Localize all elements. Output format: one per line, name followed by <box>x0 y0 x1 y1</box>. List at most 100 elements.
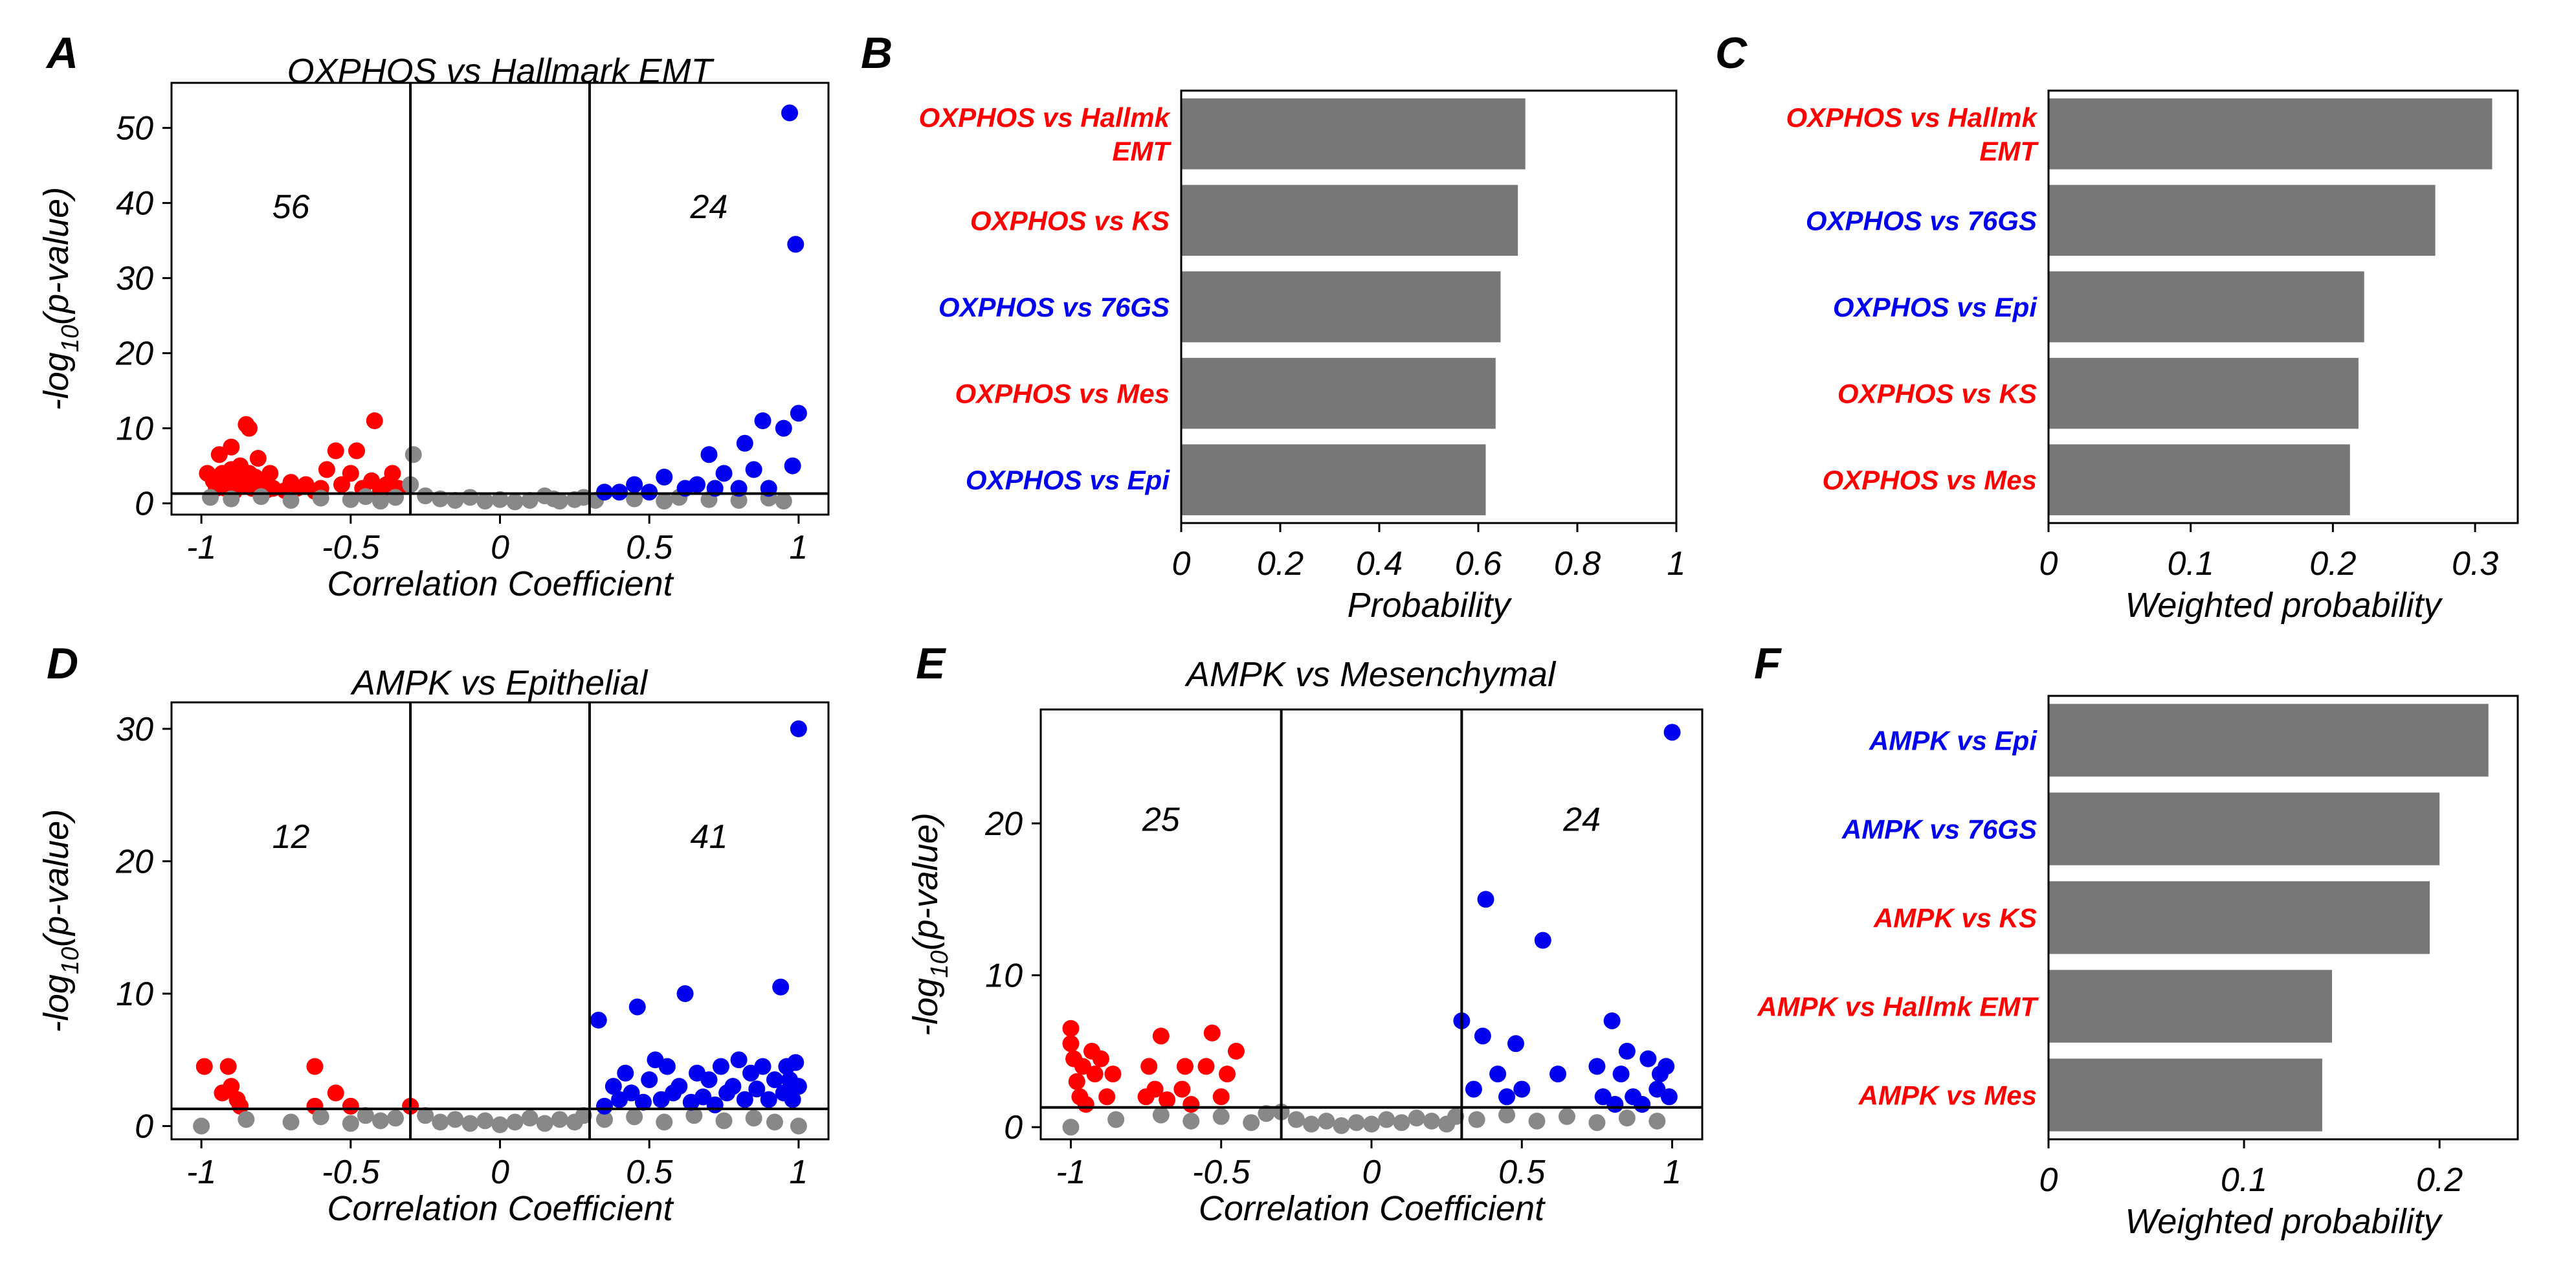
data-point <box>595 1111 613 1128</box>
data-point <box>1348 1114 1365 1132</box>
data-point <box>1333 1117 1350 1134</box>
data-point <box>754 1058 772 1075</box>
data-point <box>372 493 389 510</box>
x-tick-label: -1 <box>1056 1154 1085 1191</box>
data-point <box>357 1107 374 1124</box>
data-point <box>790 1117 807 1135</box>
data-point <box>1447 1108 1465 1125</box>
data-point <box>1086 1066 1104 1083</box>
data-point <box>1378 1111 1395 1128</box>
data-point <box>1363 1115 1380 1133</box>
y-tick-label: 30 <box>116 711 153 748</box>
data-point <box>754 412 772 429</box>
x-tick-label: 0.5 <box>626 529 673 566</box>
data-point <box>387 489 405 506</box>
data-point <box>730 1051 748 1069</box>
data-point <box>784 1091 801 1108</box>
bar <box>1181 271 1501 342</box>
data-point <box>447 491 464 509</box>
data-point <box>676 985 694 1002</box>
data-point <box>766 1071 783 1088</box>
data-point <box>1639 1050 1657 1067</box>
data-point <box>689 476 705 493</box>
data-point <box>1068 1073 1085 1090</box>
x-tick-label: 1 <box>789 529 808 566</box>
data-point <box>724 1078 742 1095</box>
data-point <box>201 489 219 506</box>
x-axis-label: Probability <box>1347 586 1512 625</box>
data-point <box>432 1113 449 1131</box>
data-point <box>461 1115 479 1132</box>
y-axis-label-main: -log <box>37 352 76 410</box>
data-point <box>342 1097 359 1115</box>
x-tick-label: 0.1 <box>2168 545 2214 583</box>
data-point <box>476 493 494 510</box>
plot-frame <box>170 701 830 1141</box>
y-axis-label: -log10(p-value) <box>37 187 84 410</box>
data-point <box>656 1113 673 1131</box>
data-point <box>656 493 673 510</box>
category-label: OXPHOS vs Hallmk <box>919 102 1171 133</box>
data-point <box>730 491 748 509</box>
data-point <box>1173 1080 1191 1098</box>
data-point <box>1227 1042 1245 1060</box>
data-point <box>656 469 673 485</box>
category-label: AMPK vs 76GS <box>1841 814 2037 845</box>
x-tick-label: 0 <box>1172 545 1191 583</box>
data-point <box>1498 1088 1516 1106</box>
y-tick-label: 0 <box>135 485 153 523</box>
data-point <box>1618 1110 1636 1127</box>
count-label: 41 <box>691 818 728 856</box>
panel-letter-E: E <box>916 639 947 688</box>
data-point <box>282 491 300 509</box>
data-point <box>706 1096 724 1113</box>
data-point <box>1649 1112 1666 1130</box>
plot-frame <box>2047 695 2519 1141</box>
panel-letter-F: F <box>1754 639 1782 688</box>
data-point <box>745 461 762 478</box>
plot-frame <box>2047 89 2519 524</box>
data-point <box>1074 1058 1092 1075</box>
data-point <box>357 488 374 506</box>
y-axis-label: -log10(p-value) <box>37 809 84 1032</box>
data-point <box>1594 1088 1612 1106</box>
data-point <box>536 1115 553 1132</box>
y-tick-label: 40 <box>116 185 153 223</box>
y-axis-label-suffix: (p-value) <box>906 812 945 950</box>
data-point <box>551 493 568 510</box>
x-tick-label: 0 <box>2039 1161 2058 1199</box>
x-tick-label: 1 <box>1663 1154 1682 1191</box>
x-tick-label: 0.2 <box>1257 545 1304 583</box>
data-point <box>327 442 344 460</box>
data-point <box>417 487 434 504</box>
data-point <box>461 489 479 506</box>
data-point <box>1618 1042 1636 1060</box>
data-point <box>318 461 335 478</box>
data-point <box>1603 1012 1621 1029</box>
chart-title: AMPK vs Mesenchymal <box>1184 655 1557 694</box>
y-tick-label: 10 <box>116 976 153 1013</box>
data-point <box>641 1071 658 1088</box>
data-point <box>772 978 790 996</box>
data-point <box>223 438 240 456</box>
bar <box>1181 184 1518 256</box>
data-point <box>626 1108 643 1126</box>
data-point <box>312 1108 329 1126</box>
data-point <box>232 1097 249 1115</box>
x-tick-label: 0 <box>491 1154 509 1191</box>
panel-F: F AMPK vs Epi AMPK vs 76GS AMPK vs KS AMPK v… <box>1754 639 2519 1241</box>
bar <box>2049 1058 2322 1132</box>
x-tick-label: -0.5 <box>322 1154 381 1191</box>
x-axis-label: Correlation Coefficient <box>1199 1189 1546 1228</box>
data-point <box>384 465 401 482</box>
data-point <box>775 419 792 437</box>
data-point <box>366 412 383 429</box>
category-label: EMT <box>1979 136 2039 166</box>
y-axis-label-suffix: (p-value) <box>37 187 76 325</box>
data-point <box>1468 1111 1485 1128</box>
data-point <box>195 1058 213 1075</box>
panel-letter-C: C <box>1715 28 1748 78</box>
